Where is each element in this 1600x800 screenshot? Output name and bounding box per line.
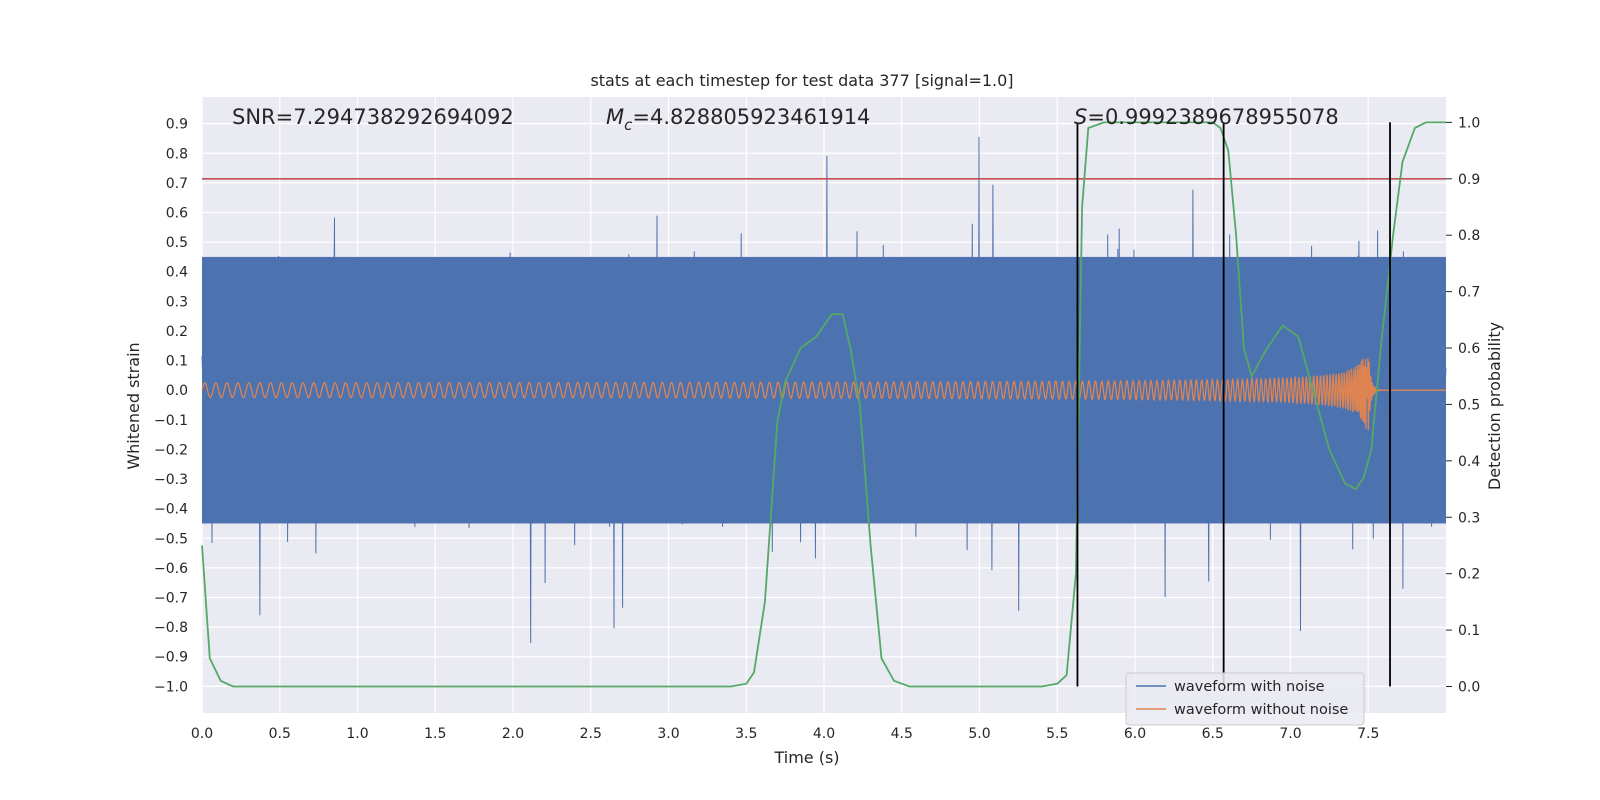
x-tick-label: 4.5 [891,726,913,742]
y-tick-label: 0.0 [166,383,188,399]
vertical-lines [1076,122,1391,687]
y-tick-label: 0.6 [166,206,188,222]
y-tick-label: −0.2 [154,442,188,458]
y2-tick-label: 0.0 [1458,679,1480,695]
y2-tick-label: 0.9 [1458,172,1480,188]
y-tick-label: −0.3 [154,472,188,488]
y2-tick-label: 0.5 [1458,397,1480,413]
y-tick-label: −0.5 [154,531,188,547]
y2-tick-label: 0.7 [1458,285,1480,301]
y-tick-label: −0.6 [154,561,188,577]
chart-title: stats at each timestep for test data 377… [590,71,1013,90]
x-tick-label: 2.0 [502,726,524,742]
detection-probability-line [201,121,1446,688]
legend-box [1125,672,1365,726]
y2-tick-label: 0.6 [1458,341,1480,357]
x-tick-label: 1.5 [424,726,446,742]
waveform-without-noise-series [201,358,1446,431]
y-tick-label: 0.8 [166,146,188,162]
x-tick-label: 6.5 [1202,726,1224,742]
y-axis-label: Whitened strain [124,342,143,469]
legend-label-noise: waveform with noise [1174,679,1325,695]
y-tick-label: −0.4 [154,502,188,518]
snr-annotation: SNR=7.294738292694092 [232,105,514,129]
significance-annotation: S=0.9992389678955078 [1074,105,1339,129]
legend-label-clean: waveform without noise [1174,702,1348,718]
x-tick-label: 5.0 [968,726,990,742]
detection-probability-series [201,121,1446,688]
y2-tick-label: 0.8 [1458,228,1480,244]
x-axis-label: Time (s) [773,748,839,767]
y-tick-label: −0.7 [154,591,188,607]
y-tick-label: −0.1 [154,413,188,429]
y-tick-label: −0.9 [154,650,188,666]
x-tick-label: 4.0 [813,726,835,742]
y2-tick-label: 0.2 [1458,567,1480,583]
significance-symbol: S [1074,105,1087,129]
y-tick-label: 0.1 [166,354,188,370]
y2-tick-label: 0.3 [1458,510,1480,526]
x-tick-label: 0.5 [269,726,291,742]
y2-tick-label: 0.1 [1458,623,1480,639]
y-tick-label: 0.5 [166,235,188,251]
chirp-mass-symbol: M [606,105,624,129]
x-tick-label: 3.0 [657,726,679,742]
y-tick-label: 0.9 [166,117,188,133]
significance-value: =0.9992389678955078 [1087,105,1338,129]
x-tick-label: 1.0 [346,726,368,742]
x-tick-label: 7.0 [1279,726,1301,742]
chirp-mass-value: =4.828805923461914 [632,105,870,129]
x-tick-label: 6.0 [1124,726,1146,742]
x-tick-label: 5.5 [1046,726,1068,742]
y-tick-label: 0.7 [166,176,188,192]
y2-tick-label: 0.4 [1458,454,1480,470]
y-tick-label: 0.2 [166,324,188,340]
y-tick-label: −0.8 [154,620,188,636]
chirp-mass-subscript: c [624,116,633,134]
y-tick-label: 0.3 [166,294,188,310]
y2-axis-label: Detection probability [1485,322,1504,490]
clean-chirp-trace [201,358,1446,431]
y2-tick-label: 1.0 [1458,115,1480,131]
ticks: 0.0 0.5 1.0 1.5 2.0 2.5 3.0 3.5 4.0 4.5 5.0 5.5 6.0 6… [154,115,1480,742]
x-tick-label: 7.5 [1357,726,1379,742]
y-tick-label: −1.0 [154,679,188,695]
x-tick-label: 2.5 [580,726,602,742]
chirp-mass-annotation: Mc=4.828805923461914 [606,105,870,134]
legend: waveform with noise waveform without noi… [1125,672,1365,726]
y-tick-label: 0.4 [166,265,188,281]
x-tick-label: 0.0 [191,726,213,742]
x-tick-label: 3.5 [735,726,757,742]
